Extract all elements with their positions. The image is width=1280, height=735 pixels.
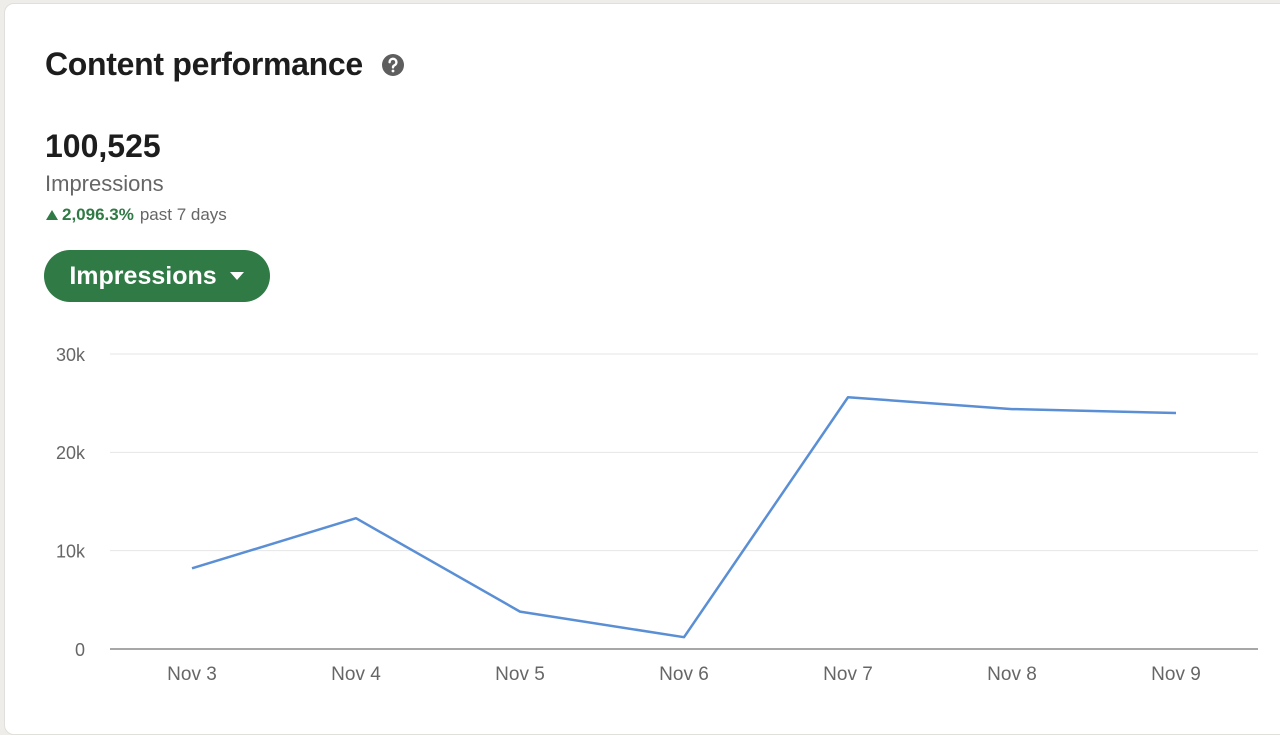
metric-dropdown[interactable]: Impressions (44, 250, 270, 302)
up-arrow (46, 210, 58, 220)
line (191, 396, 1177, 639)
metric-label: Impressions (45, 171, 164, 196)
x-tick-label: Nov 4 (331, 664, 381, 685)
x-tick-label: Nov 5 (495, 664, 545, 685)
change-period: past 7 days (139, 205, 227, 224)
x-tick-label: Nov 6 (659, 664, 709, 685)
x-tick-label: Nov 3 (167, 664, 217, 685)
x-tick-label: Nov 9 (1151, 664, 1201, 685)
change-value: 2,096.3% (62, 205, 134, 224)
y-tick-label: 30k (56, 345, 86, 365)
change-row: 2,096.3% past 7 days (45, 205, 227, 225)
dropdown-caret (229, 272, 244, 280)
x-tick-label: Nov 8 (987, 664, 1037, 685)
x-tick-label: Nov 7 (823, 664, 873, 685)
page: {"header": {"title": "Content performanc… (4, 3, 1280, 735)
card (4, 3, 1280, 735)
help-icon[interactable] (381, 53, 405, 77)
y-tick-label: 10k (56, 541, 86, 561)
y-tick-label: 0 (75, 640, 85, 660)
metric-value: 100,525 (45, 128, 161, 164)
chart: 0 10k 20k 30k Nov 3 Nov 4 Nov 5 Nov 6 Nov 7 Nov 8… (56, 345, 1258, 685)
y-tick-label: 20k (56, 443, 86, 463)
title: Content performance (45, 46, 363, 82)
dropdown-label: Impressions (69, 261, 217, 290)
